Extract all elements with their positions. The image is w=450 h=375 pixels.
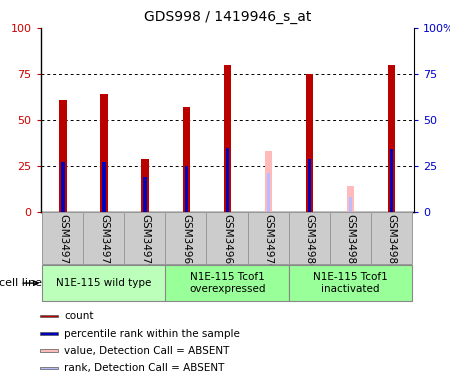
Bar bbox=[144, 177, 147, 212]
Text: N1E-115 wild type: N1E-115 wild type bbox=[56, 278, 152, 288]
Bar bbox=[40, 315, 58, 318]
Text: N1E-115 Tcof1
overexpressed: N1E-115 Tcof1 overexpressed bbox=[189, 272, 266, 294]
Text: percentile rank within the sample: percentile rank within the sample bbox=[64, 328, 240, 339]
Bar bbox=[349, 197, 352, 212]
Text: cell line: cell line bbox=[0, 278, 42, 288]
Bar bbox=[183, 107, 190, 212]
Text: GSM34982: GSM34982 bbox=[387, 214, 396, 271]
Bar bbox=[207, 212, 248, 264]
Text: GSM34969: GSM34969 bbox=[222, 214, 232, 271]
Bar bbox=[61, 162, 65, 212]
Text: N1E-115 Tcof1
inactivated: N1E-115 Tcof1 inactivated bbox=[313, 272, 388, 294]
Bar bbox=[42, 265, 166, 301]
Text: count: count bbox=[64, 311, 94, 321]
Text: GSM34981: GSM34981 bbox=[346, 214, 356, 271]
Bar bbox=[346, 186, 354, 212]
Title: GDS998 / 1419946_s_at: GDS998 / 1419946_s_at bbox=[144, 10, 311, 24]
Bar bbox=[141, 159, 149, 212]
Bar bbox=[224, 65, 231, 212]
Text: GSM34968: GSM34968 bbox=[181, 214, 191, 271]
Bar bbox=[390, 149, 393, 212]
Bar bbox=[225, 148, 229, 212]
Bar bbox=[40, 332, 58, 335]
Text: GSM34970: GSM34970 bbox=[263, 214, 273, 271]
Bar bbox=[267, 173, 270, 212]
Bar bbox=[40, 367, 58, 369]
Bar bbox=[265, 151, 272, 212]
Bar bbox=[166, 265, 289, 301]
Bar bbox=[248, 212, 289, 264]
Bar bbox=[59, 100, 67, 212]
Text: GSM34979: GSM34979 bbox=[140, 214, 150, 271]
Bar bbox=[103, 162, 106, 212]
Bar bbox=[288, 212, 330, 264]
Text: rank, Detection Call = ABSENT: rank, Detection Call = ABSENT bbox=[64, 363, 225, 373]
Text: GSM34978: GSM34978 bbox=[99, 214, 109, 271]
Bar bbox=[40, 350, 58, 352]
Text: value, Detection Call = ABSENT: value, Detection Call = ABSENT bbox=[64, 346, 230, 356]
Text: GSM34977: GSM34977 bbox=[58, 214, 68, 271]
Bar bbox=[166, 212, 207, 264]
Bar bbox=[124, 212, 166, 264]
Bar bbox=[42, 212, 84, 264]
Bar bbox=[83, 212, 125, 264]
Bar bbox=[371, 212, 412, 264]
Bar bbox=[330, 212, 371, 264]
Bar bbox=[308, 159, 311, 212]
Bar bbox=[306, 74, 313, 212]
Text: GSM34980: GSM34980 bbox=[304, 214, 315, 271]
Bar bbox=[184, 166, 188, 212]
Bar bbox=[388, 65, 395, 212]
Bar bbox=[288, 265, 412, 301]
Bar bbox=[100, 94, 108, 212]
